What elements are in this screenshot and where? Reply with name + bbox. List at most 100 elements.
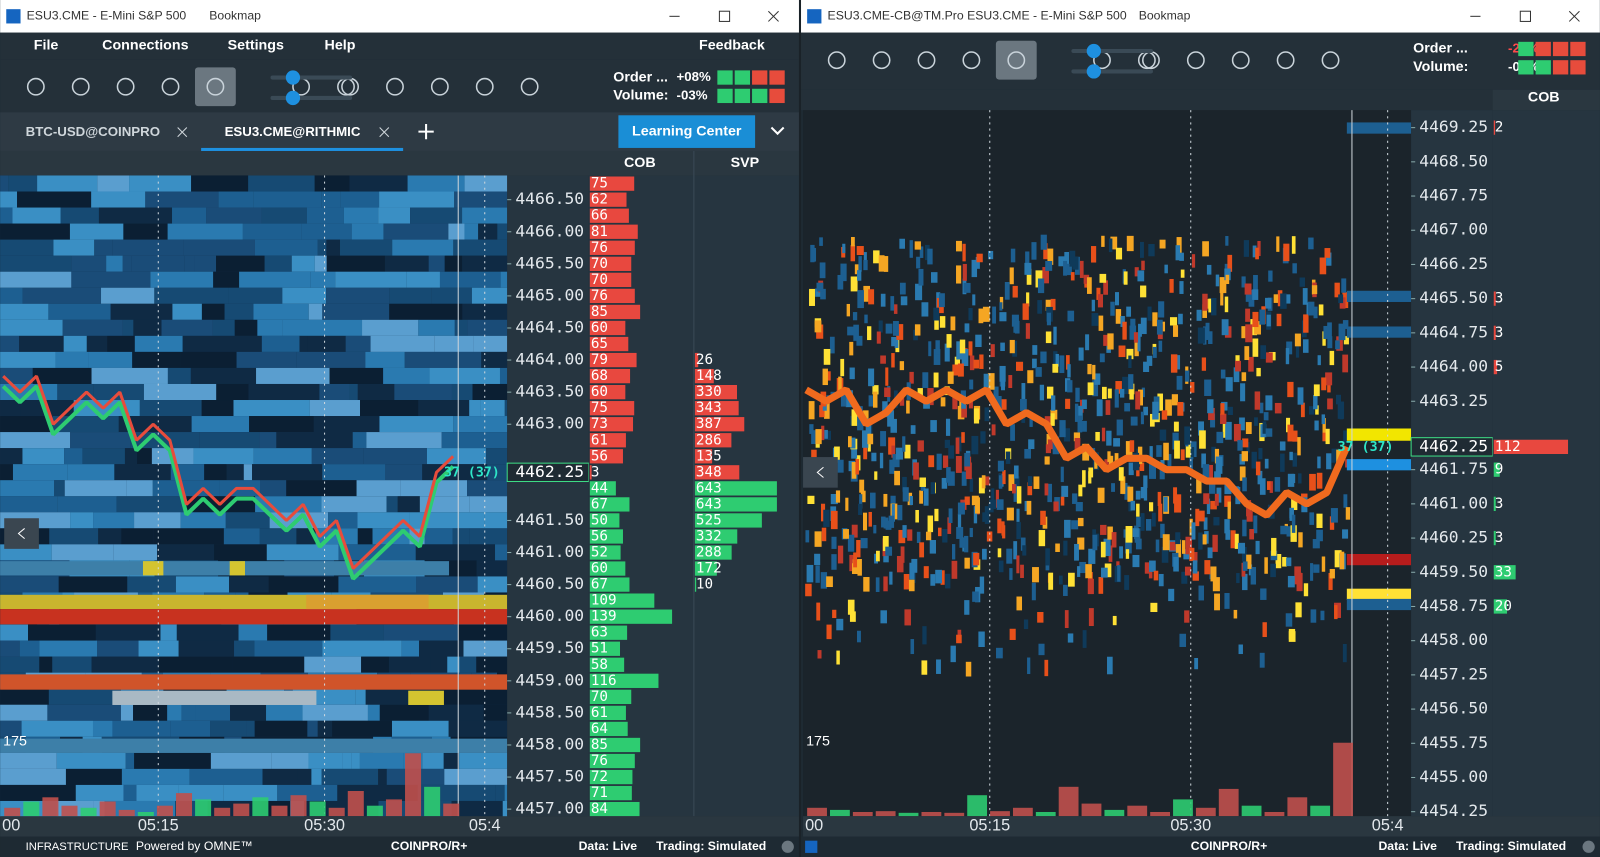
menu-item[interactable]: Settings bbox=[228, 38, 284, 54]
menu-bar bbox=[0, 32, 799, 60]
heat-speck bbox=[1053, 326, 1057, 345]
link-button[interactable] bbox=[194, 67, 236, 107]
tool-icon[interactable] bbox=[1321, 51, 1340, 70]
tab-menu[interactable] bbox=[770, 126, 785, 136]
heat-cell bbox=[471, 287, 508, 304]
tool-icon[interactable] bbox=[430, 77, 449, 96]
tool-icon[interactable] bbox=[26, 77, 45, 96]
heat-speck bbox=[837, 459, 844, 473]
heat-speck bbox=[934, 312, 939, 330]
heat-cell bbox=[0, 303, 49, 320]
tool-icon[interactable] bbox=[386, 77, 404, 96]
close[interactable] bbox=[768, 10, 779, 22]
slider-knob[interactable] bbox=[1086, 43, 1101, 59]
heat-speck bbox=[851, 440, 858, 459]
heat-speck bbox=[1199, 430, 1206, 449]
heat-speck bbox=[1110, 236, 1118, 250]
price-label: 4467.75 bbox=[1419, 186, 1488, 205]
add-tab[interactable] bbox=[418, 123, 434, 140]
heat-cell bbox=[191, 175, 249, 192]
heat-cell bbox=[124, 448, 138, 465]
heat-speck bbox=[1063, 540, 1068, 556]
heat-speck bbox=[1210, 566, 1217, 582]
heat-speck bbox=[1103, 538, 1111, 557]
heat-speck bbox=[919, 477, 926, 487]
heat-speck bbox=[940, 570, 945, 585]
cob-bar bbox=[589, 176, 635, 191]
heat-cell bbox=[0, 432, 71, 449]
heat-speck bbox=[936, 453, 942, 470]
tab-close[interactable] bbox=[379, 127, 390, 138]
pressure-cell bbox=[734, 70, 751, 85]
heat-speck bbox=[957, 513, 962, 528]
heat-cell bbox=[401, 640, 420, 657]
heat-speck bbox=[1136, 516, 1142, 528]
tool-icon[interactable] bbox=[827, 51, 846, 70]
heat-speck bbox=[826, 576, 833, 588]
svp-size: 26 bbox=[696, 352, 713, 368]
heat-speck bbox=[1233, 423, 1241, 442]
tool-icon[interactable] bbox=[475, 77, 494, 96]
heat-speck bbox=[995, 489, 999, 508]
tool-icon[interactable] bbox=[161, 77, 180, 96]
heat-cell bbox=[328, 512, 358, 529]
status-item: COINPRO/R+ bbox=[391, 839, 467, 853]
tab[interactable]: ESU3.CME@RITHMIC bbox=[225, 124, 361, 139]
heat-cell bbox=[326, 239, 341, 256]
heat-speck bbox=[1161, 546, 1169, 563]
heat-speck bbox=[950, 316, 956, 331]
heat-cell bbox=[473, 335, 508, 352]
menu-item[interactable]: Help bbox=[325, 38, 356, 54]
heat-speck bbox=[1178, 313, 1183, 325]
heat-speck bbox=[1291, 499, 1298, 511]
heat-speck bbox=[933, 307, 940, 321]
heat-speck bbox=[863, 259, 868, 271]
heat-speck bbox=[1251, 451, 1257, 469]
heat-speck bbox=[910, 425, 916, 434]
collapse-button[interactable] bbox=[4, 518, 39, 549]
heat-speck bbox=[1040, 510, 1046, 525]
heat-speck bbox=[829, 336, 835, 354]
maximize[interactable] bbox=[1519, 10, 1532, 22]
slider-knob[interactable] bbox=[285, 70, 301, 85]
close[interactable] bbox=[1568, 10, 1580, 22]
tool-icon[interactable] bbox=[1007, 51, 1026, 70]
tool-icon[interactable] bbox=[206, 77, 225, 96]
slider-knob[interactable] bbox=[285, 90, 301, 106]
tool-icon[interactable] bbox=[71, 77, 90, 96]
heat-speck bbox=[1009, 267, 1014, 285]
learning-center-button[interactable] bbox=[618, 115, 756, 148]
maximize[interactable] bbox=[718, 10, 731, 22]
link-button[interactable] bbox=[995, 40, 1037, 80]
tool-icon[interactable] bbox=[1276, 51, 1295, 70]
menu-item[interactable]: File bbox=[34, 38, 59, 54]
heat-speck bbox=[1216, 487, 1222, 503]
tool-icon[interactable] bbox=[872, 51, 891, 70]
heat-speck bbox=[1061, 485, 1069, 497]
tool-icon[interactable] bbox=[1231, 51, 1250, 70]
heat-speck bbox=[1143, 361, 1150, 372]
heat-speck bbox=[1082, 443, 1090, 461]
menu-item[interactable]: Connections bbox=[102, 38, 188, 54]
heat-speck bbox=[1329, 350, 1335, 366]
svp-size: 332 bbox=[696, 528, 722, 544]
cob-size: 66 bbox=[591, 208, 608, 224]
tab-close[interactable] bbox=[177, 127, 188, 138]
collapse-button[interactable] bbox=[803, 457, 838, 488]
tool-icon[interactable] bbox=[520, 77, 539, 96]
volume-label: Volume: bbox=[613, 88, 668, 104]
tool-icon[interactable] bbox=[917, 51, 936, 70]
volume-bar bbox=[4, 807, 21, 817]
tool-icon[interactable] bbox=[1186, 51, 1205, 70]
heat-speck bbox=[1125, 536, 1132, 554]
heat-speck bbox=[961, 405, 967, 418]
learning-center[interactable]: Learning Center bbox=[632, 123, 742, 139]
cob-size: 73 bbox=[591, 416, 608, 432]
tool-icon[interactable] bbox=[962, 51, 981, 70]
volume-bar bbox=[42, 797, 59, 817]
heat-cell bbox=[0, 319, 63, 336]
feedback[interactable]: Feedback bbox=[699, 38, 765, 54]
tab[interactable]: BTC-USD@COINPRO bbox=[26, 124, 160, 139]
tool-icon[interactable] bbox=[116, 77, 135, 96]
slider-knob[interactable] bbox=[1086, 64, 1101, 79]
